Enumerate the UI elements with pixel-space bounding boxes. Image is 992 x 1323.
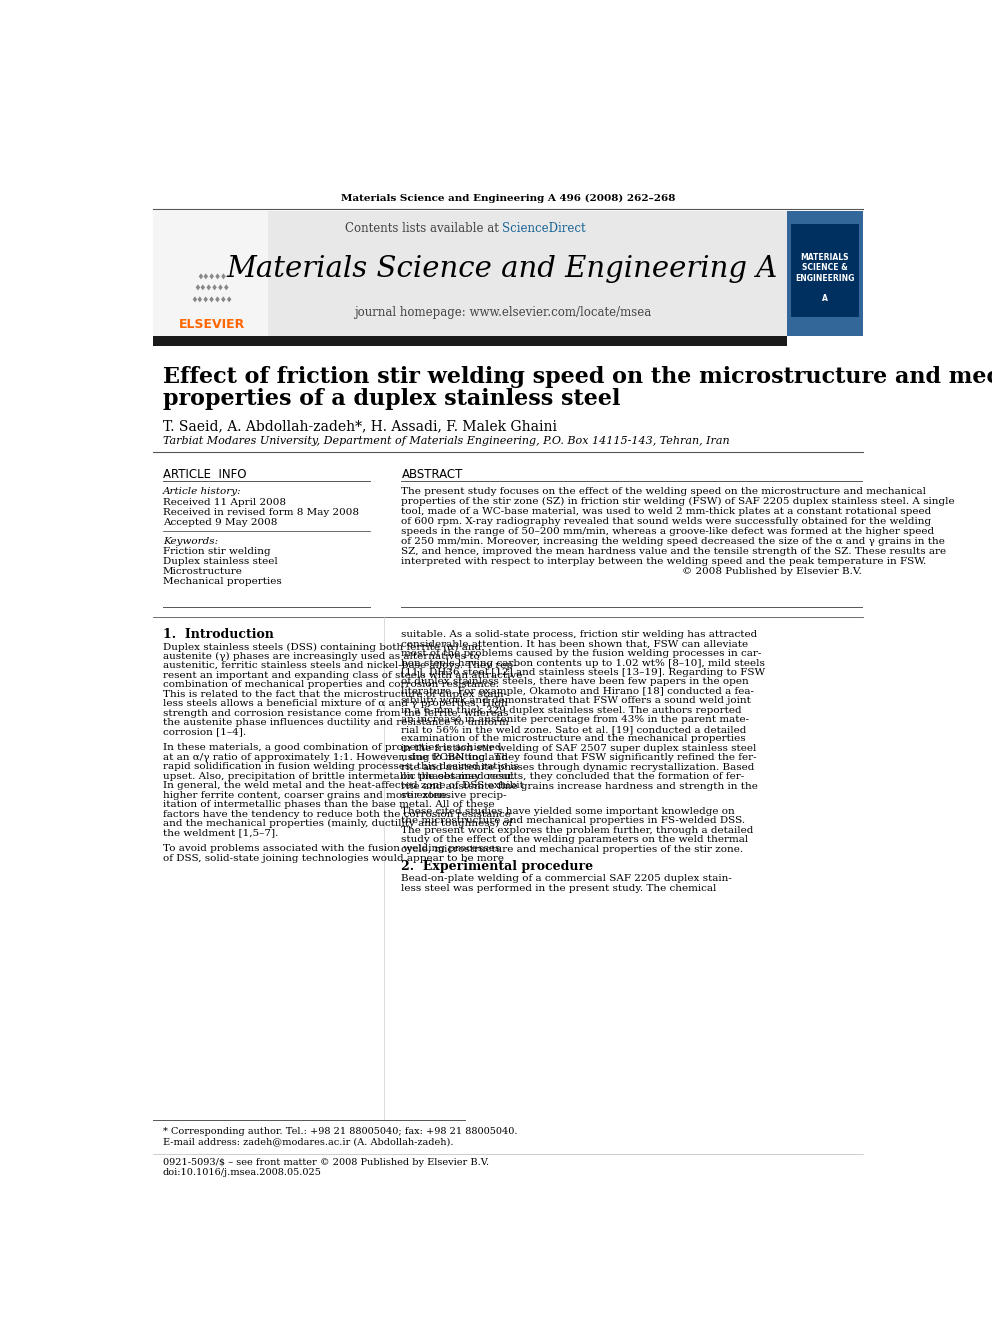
Text: interpreted with respect to interplay between the welding speed and the peak tem: interpreted with respect to interplay be…: [402, 557, 927, 566]
Text: rite and austenite phases through dynamic recrystallization. Based: rite and austenite phases through dynami…: [402, 763, 755, 771]
Text: combination of mechanical properties and corrosion resistance.: combination of mechanical properties and…: [163, 680, 499, 689]
Text: To avoid problems associated with the fusion welding processes: To avoid problems associated with the fu…: [163, 844, 500, 853]
Text: Microstructure: Microstructure: [163, 568, 243, 576]
Text: suitable. As a solid-state process, friction stir welding has attracted: suitable. As a solid-state process, fric…: [402, 630, 758, 639]
Text: strength and corrosion resistance come from the ferrite, whereas: strength and corrosion resistance come f…: [163, 709, 508, 718]
Text: © 2008 Published by Elsevier B.V.: © 2008 Published by Elsevier B.V.: [682, 568, 862, 576]
Text: Contents lists available at: Contents lists available at: [344, 221, 502, 234]
Text: Effect of friction stir welding speed on the microstructure and mechanical: Effect of friction stir welding speed on…: [163, 365, 992, 388]
Text: higher ferrite content, coarser grains and more extensive precip-: higher ferrite content, coarser grains a…: [163, 791, 506, 799]
Text: of DSS, solid-state joining technologies would appear to be more: of DSS, solid-state joining technologies…: [163, 853, 504, 863]
Text: an increase in austenite percentage from 43% in the parent mate-: an increase in austenite percentage from…: [402, 716, 750, 725]
Text: austenite (γ) phases are increasingly used as alternatives to: austenite (γ) phases are increasingly us…: [163, 652, 479, 662]
Text: Article history:: Article history:: [163, 487, 241, 496]
Text: properties of a duplex stainless steel: properties of a duplex stainless steel: [163, 388, 620, 410]
Text: sibility work and demonstrated that FSW offers a sound weld joint: sibility work and demonstrated that FSW …: [402, 696, 751, 705]
Text: ELSEVIER: ELSEVIER: [179, 318, 245, 331]
Text: ARTICLE  INFO: ARTICLE INFO: [163, 468, 246, 482]
Text: most of the problems caused by the fusion welding processes in car-: most of the problems caused by the fusio…: [402, 650, 762, 658]
Text: The present work explores the problem further, through a detailed: The present work explores the problem fu…: [402, 826, 754, 835]
Text: Bead-on-plate welding of a commercial SAF 2205 duplex stain-: Bead-on-plate welding of a commercial SA…: [402, 875, 732, 884]
Text: ♦♦♦♦♦
♦♦♦♦♦♦
♦♦♦♦♦♦♦: ♦♦♦♦♦ ♦♦♦♦♦♦ ♦♦♦♦♦♦♦: [191, 271, 232, 304]
Text: Keywords:: Keywords:: [163, 537, 218, 546]
Text: the weldment [1,5–7].: the weldment [1,5–7].: [163, 828, 278, 837]
Text: the microstructure and mechanical properties in FS-welded DSS.: the microstructure and mechanical proper…: [402, 816, 746, 826]
Text: tool, made of a WC-base material, was used to weld 2 mm-thick plates at a consta: tool, made of a WC-base material, was us…: [402, 507, 931, 516]
Text: stir zone.: stir zone.: [402, 791, 450, 800]
Text: journal homepage: www.elsevier.com/locate/msea: journal homepage: www.elsevier.com/locat…: [353, 306, 651, 319]
Text: in a 6-mm thick 329 duplex stainless steel. The authors reported: in a 6-mm thick 329 duplex stainless ste…: [402, 706, 742, 714]
Text: SZ, and hence, improved the mean hardness value and the tensile strength of the : SZ, and hence, improved the mean hardnes…: [402, 546, 946, 556]
Bar: [154, 212, 788, 336]
Bar: [788, 212, 863, 336]
Text: on the obtained results, they concluded that the formation of fer-: on the obtained results, they concluded …: [402, 773, 745, 781]
Text: the austenite phase influences ductility and resistance to uniform: the austenite phase influences ductility…: [163, 718, 509, 728]
Text: Accepted 9 May 2008: Accepted 9 May 2008: [163, 517, 277, 527]
Text: Received 11 April 2008: Received 11 April 2008: [163, 497, 286, 507]
Text: Friction stir welding: Friction stir welding: [163, 546, 271, 556]
Text: in the friction stir welding of SAF 2507 super duplex stainless steel: in the friction stir welding of SAF 2507…: [402, 744, 757, 753]
Text: In general, the weld metal and the heat-affected zone of DSS exhibit: In general, the weld metal and the heat-…: [163, 781, 524, 790]
Text: of duplex stainless steels, there have been few papers in the open: of duplex stainless steels, there have b…: [402, 677, 749, 687]
Text: at an α/γ ratio of approximately 1:1. However, due to melting and: at an α/γ ratio of approximately 1:1. Ho…: [163, 753, 508, 762]
Text: austenitic, ferritic stainless steels and nickel-base alloys. They rep-: austenitic, ferritic stainless steels an…: [163, 662, 517, 671]
Text: considerable attention. It has been shown that, FSW can alleviate: considerable attention. It has been show…: [402, 639, 749, 648]
Text: rapid solidification in fusion welding processes, this desired ratio is: rapid solidification in fusion welding p…: [163, 762, 519, 771]
Text: corrosion [1–4].: corrosion [1–4].: [163, 728, 246, 737]
Text: MATERIALS
SCIENCE &
ENGINEERING

A: MATERIALS SCIENCE & ENGINEERING A: [795, 253, 854, 303]
Text: ScienceDirect: ScienceDirect: [502, 221, 586, 234]
Bar: [154, 336, 788, 345]
Text: properties of the stir zone (SZ) in friction stir welding (FSW) of SAF 2205 dupl: properties of the stir zone (SZ) in fric…: [402, 497, 955, 505]
Text: less steels allows a beneficial mixture of α and γ properties. High: less steels allows a beneficial mixture …: [163, 700, 508, 708]
Text: The present study focuses on the effect of the welding speed on the microstructu: The present study focuses on the effect …: [402, 487, 927, 496]
Text: [11], DH36 steel [12] and stainless steels [13–19]. Regarding to FSW: [11], DH36 steel [12] and stainless stee…: [402, 668, 766, 677]
Text: This is related to the fact that the microstructure of duplex stain-: This is related to the fact that the mic…: [163, 689, 507, 699]
Text: rite and austenite fine grains increase hardness and strength in the: rite and austenite fine grains increase …: [402, 782, 758, 791]
Text: of 250 mm/min. Moreover, increasing the welding speed decreased the size of the : of 250 mm/min. Moreover, increasing the …: [402, 537, 945, 546]
Text: Duplex stainless steel: Duplex stainless steel: [163, 557, 278, 566]
Text: bon steels having carbon contents up to 1.02 wt% [8–10], mild steels: bon steels having carbon contents up to …: [402, 659, 765, 668]
Bar: [154, 212, 268, 336]
Text: less steel was performed in the present study. The chemical: less steel was performed in the present …: [402, 884, 717, 893]
Text: T. Saeid, A. Abdollah-zadeh*, H. Assadi, F. Malek Ghaini: T. Saeid, A. Abdollah-zadeh*, H. Assadi,…: [163, 419, 557, 434]
Text: * Corresponding author. Tel.: +98 21 88005040; fax: +98 21 88005040.: * Corresponding author. Tel.: +98 21 880…: [163, 1127, 517, 1135]
Text: Materials Science and Engineering A: Materials Science and Engineering A: [226, 255, 778, 283]
Text: 2.  Experimental procedure: 2. Experimental procedure: [402, 860, 593, 873]
Text: rial to 56% in the weld zone. Sato et al. [19] conducted a detailed: rial to 56% in the weld zone. Sato et al…: [402, 725, 747, 734]
Text: ABSTRACT: ABSTRACT: [402, 468, 463, 482]
Text: study of the effect of the welding parameters on the weld thermal: study of the effect of the welding param…: [402, 835, 749, 844]
Text: of 600 rpm. X-ray radiography revealed that sound welds were successfully obtain: of 600 rpm. X-ray radiography revealed t…: [402, 517, 931, 527]
Text: upset. Also, precipitation of brittle intermetallic phases may occur.: upset. Also, precipitation of brittle in…: [163, 771, 515, 781]
Text: literature. For example, Okamoto and Hirano [18] conducted a fea-: literature. For example, Okamoto and Hir…: [402, 687, 755, 696]
Text: using PCBN tool. They found that FSW significantly refined the fer-: using PCBN tool. They found that FSW sig…: [402, 753, 757, 762]
Text: These cited studies have yielded some important knowledge on: These cited studies have yielded some im…: [402, 807, 735, 816]
Text: E-mail address: zadeh@modares.ac.ir (A. Abdollah-zadeh).: E-mail address: zadeh@modares.ac.ir (A. …: [163, 1138, 453, 1147]
Text: doi:10.1016/j.msea.2008.05.025: doi:10.1016/j.msea.2008.05.025: [163, 1168, 321, 1177]
Text: and the mechanical properties (mainly, ductility and toughness) of: and the mechanical properties (mainly, d…: [163, 819, 512, 828]
Text: Materials Science and Engineering A 496 (2008) 262–268: Materials Science and Engineering A 496 …: [341, 194, 676, 204]
Text: 0921-5093/$ – see front matter © 2008 Published by Elsevier B.V.: 0921-5093/$ – see front matter © 2008 Pu…: [163, 1159, 489, 1167]
Text: 1.  Introduction: 1. Introduction: [163, 628, 274, 642]
Text: speeds in the range of 50–200 mm/min, whereas a groove-like defect was formed at: speeds in the range of 50–200 mm/min, wh…: [402, 527, 934, 536]
Text: examination of the microstructure and the mechanical properties: examination of the microstructure and th…: [402, 734, 746, 744]
Text: factors have the tendency to reduce both the corrosion resistance: factors have the tendency to reduce both…: [163, 810, 511, 819]
Text: Duplex stainless steels (DSS) containing both ferrite (α) and: Duplex stainless steels (DSS) containing…: [163, 643, 481, 651]
Text: cycle, microstructure and mechanical properties of the stir zone.: cycle, microstructure and mechanical pro…: [402, 844, 744, 853]
Bar: [791, 224, 859, 316]
Text: Tarbiat Modares University, Department of Materials Engineering, P.O. Box 14115-: Tarbiat Modares University, Department o…: [163, 435, 729, 446]
Text: Received in revised form 8 May 2008: Received in revised form 8 May 2008: [163, 508, 359, 517]
Text: In these materials, a good combination of properties is achieved: In these materials, a good combination o…: [163, 744, 501, 753]
Text: Mechanical properties: Mechanical properties: [163, 577, 282, 586]
Text: itation of intermetallic phases than the base metal. All of these: itation of intermetallic phases than the…: [163, 800, 494, 810]
Text: resent an important and expanding class of steels with an attractive: resent an important and expanding class …: [163, 671, 522, 680]
